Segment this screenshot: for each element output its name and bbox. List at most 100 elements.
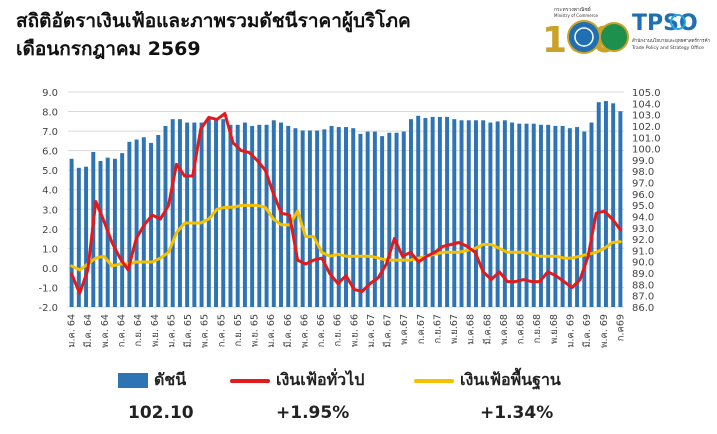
right-tick-label: 101.0 [632,133,661,144]
index-bar [112,158,117,307]
index-bar [76,167,81,307]
x-tick-label: ม.ค. 65 [166,314,177,348]
index-bar [481,120,486,307]
index-bar [459,120,464,307]
x-tick-label: ม.ค. 67 [366,314,377,348]
tpso-logo: TPSO สำนักงานนโยบายและยุทธศาสตร์การค้า T… [631,11,711,51]
x-tick-label: มี.ค. 64 [82,314,94,348]
index-bar [372,131,377,307]
x-tick-label: ก.ย. 66 [333,314,344,346]
index-bar [401,131,406,307]
right-axis: 105.0104.0103.0102.0101.0100.099.098.097… [632,88,661,314]
x-tick-label: พ.ค. 69 [599,314,610,348]
index-bar [163,125,168,308]
legend-headline-label: เงินเฟ้อทั่วไป [276,370,365,389]
right-tick-label: 98.0 [632,167,654,178]
index-bar [84,166,89,307]
x-tick-label: พ.ค.68 [499,314,510,345]
right-tick-label: 103.0 [632,111,661,122]
index-bar [315,130,320,307]
right-tick-label: 100.0 [632,145,661,156]
index-bar [495,121,500,307]
x-tick-label: ก.ย.67 [433,314,444,343]
index-bar [177,119,182,307]
index-bar [611,103,616,307]
left-tick-label: 9.0 [42,88,58,99]
index-bar [589,122,594,307]
index-bar [430,116,435,307]
index-bar [380,136,385,307]
tpso-en: Trade Policy and Strategy Office [631,45,704,51]
index-bar [466,120,471,307]
index-bar [344,127,348,307]
logo-ministry-text: กระทรวงพาณิชย์ [554,6,591,13]
right-tick-label: 89.0 [632,269,654,280]
x-axis: ม.ค. 64 มี.ค. 64 พ.ค. 64 ก.ค. 64 ก.ย. 64 พ.ย.… [67,314,627,348]
left-tick-label: 1.0 [42,244,58,255]
index-bar [423,118,428,308]
left-tick-label: -1.0 [38,283,58,294]
index-bar [322,129,327,307]
x-tick-label: ก.ค.67 [416,314,427,344]
index-bar [510,122,515,307]
x-tick-label: ม.ค.68 [466,314,477,345]
legend-index-label: ดัชนี [154,370,187,389]
index-bar [134,139,139,307]
index-bar [387,132,392,307]
x-tick-label: ก.ค. 66 [316,314,327,347]
index-bar [546,124,551,307]
right-tick-label: 90.0 [632,258,654,269]
right-tick-label: 87.0 [632,292,654,303]
right-tick-label: 94.0 [632,212,654,223]
x-tick-label: ก.ย. 65 [233,314,244,346]
index-bar [271,120,276,307]
index-bar [351,128,356,307]
x-tick-label: ก.ย.68 [532,314,543,343]
index-bar [149,142,154,307]
right-tick-label: 102.0 [632,122,661,133]
left-tick-label: 0.0 [42,264,58,275]
index-bar [336,127,341,307]
index-bar [192,122,197,307]
title-line-1: สถิติอัตราเงินเฟ้อและภาพรวมดัชนีราคาผู้บ… [16,10,411,32]
index-bars [69,101,623,308]
legend-index-swatch [118,373,148,388]
right-tick-label: 93.0 [632,224,654,235]
index-bar [437,116,442,307]
index-bar [329,125,334,308]
right-tick-label: 105.0 [632,88,661,99]
ministry-seal-icon [599,22,629,52]
index-bar [228,124,233,307]
inflation-lines [70,112,622,295]
index-bar [582,131,587,307]
title-line-2: เดือนกรกฎาคม 2569 [16,38,201,60]
left-tick-label: 2.0 [42,225,58,236]
index-bar [358,133,363,307]
index-bar [409,119,413,307]
headline-inflation-line [70,112,622,295]
left-tick-label: -2.0 [38,303,58,314]
x-tick-label: ม.ค. 69 [566,314,577,348]
right-tick-label: 99.0 [632,156,654,167]
left-tick-label: 4.0 [42,186,58,197]
index-bar [445,116,450,307]
x-tick-label: มี.ค. 67 [382,314,394,348]
index-bar [127,141,132,307]
x-tick-label: พ.ย. 65 [250,314,261,347]
x-tick-label: พ.ค. 65 [200,314,211,348]
index-bar [170,119,175,307]
index-bar [575,127,580,307]
x-tick-label: มี.ค. 65 [182,314,194,348]
left-tick-label: 6.0 [42,147,58,158]
legend-core-label: เงินเฟ้อพื้นฐาน [460,370,561,389]
ministry-of-commerce-logo: 100 กระทรวงพาณิชย์ Ministry of Commerce [542,6,629,61]
x-tick-label: พ.ย. 66 [349,314,360,347]
legend-core-swatch [414,379,454,383]
index-bar [264,124,269,307]
tpso-swirl-icon [670,14,686,30]
logos: 100 กระทรวงพาณิชย์ Ministry of Commerce … [542,6,711,61]
index-bar [214,120,219,307]
index-bar [120,153,125,307]
index-bar [221,119,226,307]
x-tick-label: ก.ค. 64 [117,314,128,347]
